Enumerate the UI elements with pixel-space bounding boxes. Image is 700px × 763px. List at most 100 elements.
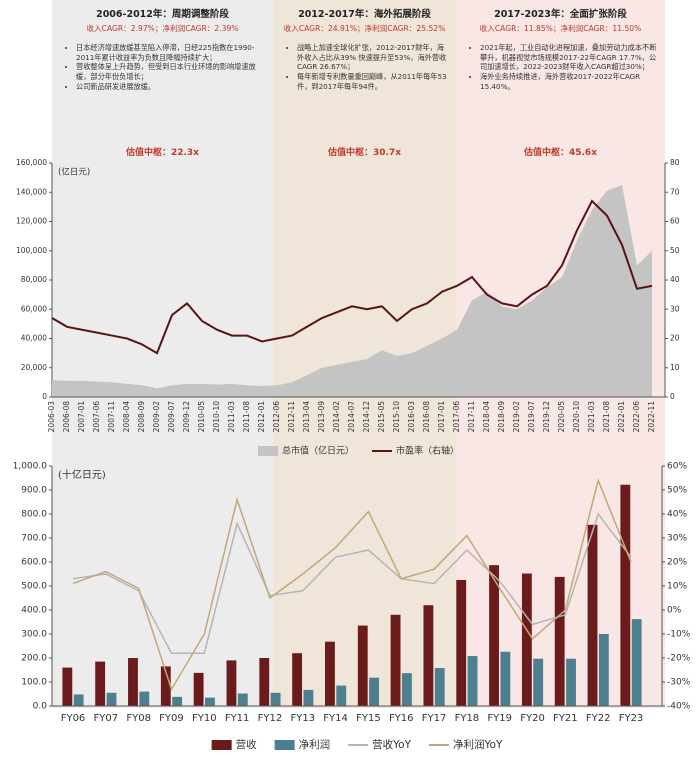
x-tick-label: 2017-06 <box>452 401 461 433</box>
phase-title: 2017-2023年：全面扩张阶段 <box>494 9 627 20</box>
y2-tick-label: 40 <box>670 275 680 284</box>
bar <box>434 668 445 706</box>
bullet: 每年新增专利数量重回巅峰，从2011年每年53件，到2017年每年94件。 <box>297 72 450 91</box>
bullet: 战略上加速全球化扩张，2012-2017财年，海外收入占比从39% 快速提升至5… <box>297 43 450 72</box>
y-tick-label: 20,000 <box>21 363 47 372</box>
x-tick-label: FY23 <box>619 713 644 724</box>
bar <box>489 565 499 706</box>
bar <box>259 658 270 706</box>
y-tick-label: 800.0 <box>21 510 47 520</box>
x-tick-label: FY06 <box>61 713 86 724</box>
x-tick-label: 2012-06 <box>272 401 281 433</box>
x-tick-label: FY13 <box>290 713 315 724</box>
bar <box>303 689 314 706</box>
bullet: 2021年起，工业自动化进程加速，叠加劳动力成本不断攀升，机器视觉市场规模201… <box>480 43 659 72</box>
x-tick-label: FY21 <box>553 713 578 724</box>
bar <box>620 484 631 706</box>
bar <box>587 524 598 706</box>
y-tick-label: 100,000 <box>16 246 47 255</box>
valuation: 估值中枢：45.6x <box>523 148 597 158</box>
phase-cagr: 收入CAGR：24.91%；净利润CAGR：25.52% <box>283 24 446 33</box>
bullet: 日本经济增速放缓甚至陷入停滞，日经225指数在1990-2011年累计收益率为负… <box>76 43 267 62</box>
phase-bg <box>52 0 273 708</box>
bar <box>62 667 73 706</box>
x-tick-label: 2007-11 <box>107 401 116 433</box>
legend-label: 市盈率（右轴） <box>396 445 459 457</box>
legend-label: 营收 <box>236 738 257 751</box>
x-tick-label: 2019-07 <box>527 401 536 433</box>
x-tick-label: 2014-02 <box>332 401 341 433</box>
x-tick-label: 2013-09 <box>317 401 326 433</box>
bar <box>401 673 412 706</box>
y-tick-label: 0 <box>42 392 47 401</box>
legend-label: 总市值（亿日元） <box>282 445 354 457</box>
y-tick-label: 1,000.0 <box>13 462 48 472</box>
x-tick-label: 2007-06 <box>92 401 101 433</box>
y2-tick-label: 80 <box>670 158 680 167</box>
bar <box>336 685 347 706</box>
bullet: 海外业务持续推进，海外营收2017-2022年CAGR 15.40%。 <box>480 72 659 91</box>
x-tick-label: 2022-11 <box>647 401 656 433</box>
x-tick-label: 2010-05 <box>197 401 206 433</box>
bar <box>390 614 401 706</box>
bar <box>554 576 565 706</box>
valuation: 估值中枢：30.7x <box>327 148 401 158</box>
y2-tick-label: 70 <box>670 187 680 196</box>
y-tick-label: 600.0 <box>21 558 47 568</box>
y2-tick-label: -10% <box>667 630 691 640</box>
bullet: 营收整体呈上升趋势，但受到日本行业环境的影响增速放缓，部分年份负增长； <box>76 62 267 81</box>
x-tick-label: 2018-09 <box>497 401 506 433</box>
x-tick-label: 2011-03 <box>227 401 236 433</box>
x-tick-label: 2012-11 <box>287 401 296 433</box>
bar <box>598 634 609 706</box>
x-tick-label: 2010-10 <box>212 401 221 433</box>
bar <box>172 696 183 706</box>
legend-label: 净利润 <box>299 738 331 751</box>
y2-tick-label: 50% <box>667 486 687 496</box>
x-tick-label: 2020-05 <box>557 401 566 433</box>
y2-tick-label: -20% <box>667 654 691 664</box>
valuation: 估值中枢：22.3x <box>125 148 199 158</box>
bar <box>467 656 478 706</box>
x-tick-label: 2015-10 <box>392 401 401 433</box>
line <box>51 199 653 355</box>
x-tick-label: 2008-04 <box>122 401 131 433</box>
y-unit: (十亿日元) <box>58 468 106 481</box>
legend-swatch <box>257 446 278 456</box>
x-tick-label: 2012-01 <box>257 401 266 433</box>
x-tick-label: 2014-07 <box>347 401 356 433</box>
bar <box>95 661 106 706</box>
y2-tick-label: 30 <box>670 304 680 313</box>
x-tick-label: FY17 <box>422 713 447 724</box>
x-tick-label: 2019-12 <box>542 401 551 433</box>
bar <box>456 580 467 706</box>
legend-label: 净利润YoY <box>453 738 503 751</box>
y-tick-label: 400.0 <box>21 606 47 616</box>
phase-title: 2006-2012年：周期调整阶段 <box>96 9 229 20</box>
x-tick-label: 2009-12 <box>182 401 191 433</box>
y-tick-label: 120,000 <box>16 217 47 226</box>
y2-tick-label: 50 <box>670 246 680 255</box>
phase-title: 2012-2017年：海外拓展阶段 <box>298 9 431 20</box>
y2-tick-label: 0 <box>670 392 675 401</box>
x-tick-label: 2016-08 <box>422 401 431 433</box>
phase-cagr: 收入CAGR：2.97%；净利润CAGR：2.39% <box>86 24 239 33</box>
phase-panel: 2012-2017年：海外拓展阶段 收入CAGR：24.91%；净利润CAGR：… <box>273 0 456 165</box>
bullets: 2021年起，工业自动化进程加速，叠加劳动力成本不断攀升，机器视觉市场规模201… <box>462 43 659 92</box>
bar <box>357 625 368 706</box>
y-unit: (亿日元) <box>58 167 90 178</box>
x-tick-label: FY20 <box>520 713 545 724</box>
y-tick-label: 200.0 <box>21 654 47 664</box>
x-tick-label: 2017-01 <box>437 401 446 433</box>
bar <box>106 692 117 706</box>
bar <box>226 660 237 706</box>
x-tick-label: 2007-01 <box>77 401 86 433</box>
line <box>72 512 632 654</box>
y-tick-label: 900.0 <box>21 486 47 496</box>
y2-tick-label: 10 <box>670 363 680 372</box>
y-tick-label: 80,000 <box>21 275 47 284</box>
x-tick-label: 2021-08 <box>602 401 611 433</box>
bar <box>521 573 532 706</box>
